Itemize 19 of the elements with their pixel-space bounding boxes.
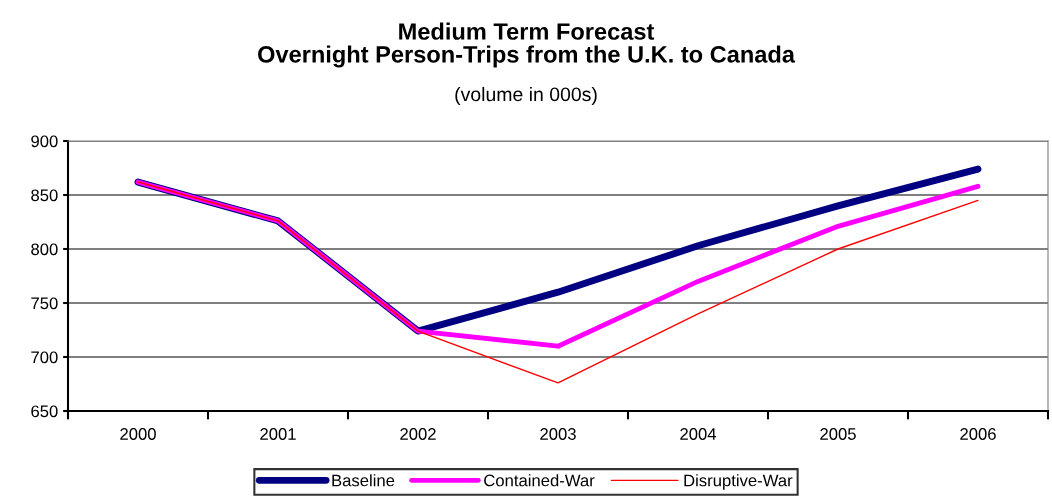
- chart-subtitle: (volume in 000s): [455, 86, 597, 106]
- legend-label: Disruptive-War: [684, 474, 793, 490]
- x-tick-label: 2006: [960, 428, 996, 440]
- x-tick-label: 2005: [820, 428, 856, 440]
- legend-label: Baseline: [332, 474, 395, 487]
- x-tick-label: 2002: [400, 428, 436, 440]
- line-series: [137, 181, 979, 384]
- y-tick-label: 750: [31, 297, 58, 310]
- y-tick-label: 800: [31, 243, 58, 256]
- y-tick-label: 700: [31, 351, 58, 364]
- y-tick-label: 650: [31, 405, 58, 418]
- x-tick-label: 2000: [120, 428, 156, 440]
- legend-label: Contained-War: [484, 474, 595, 487]
- y-tick-label: 850: [31, 189, 58, 202]
- x-tick-label: 2003: [540, 428, 576, 440]
- x-tick-label: 2004: [680, 428, 717, 440]
- y-tick-label: 900: [31, 135, 58, 148]
- x-tick-label: 2001: [260, 428, 296, 440]
- chart-title: Medium Term Forecast Overnight Person-Trips from the U.K. to Canada: [258, 22, 796, 68]
